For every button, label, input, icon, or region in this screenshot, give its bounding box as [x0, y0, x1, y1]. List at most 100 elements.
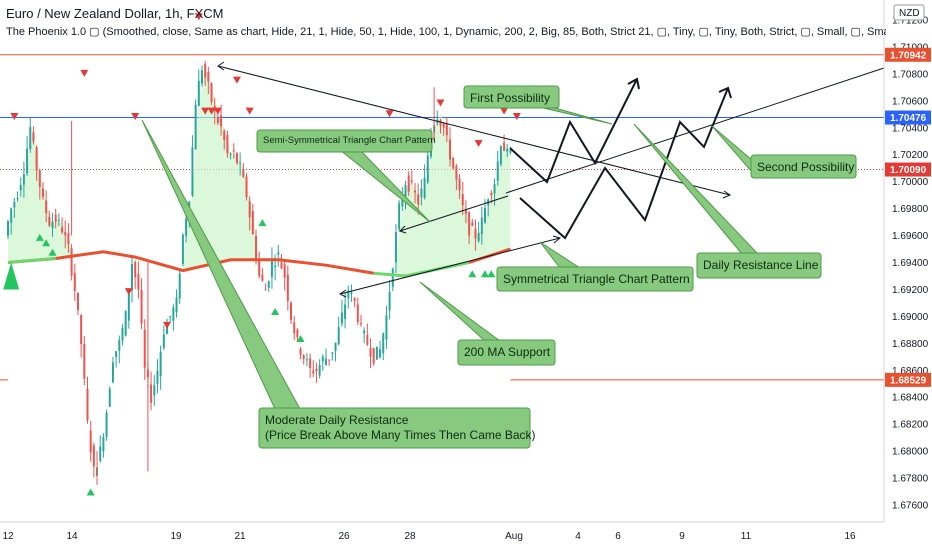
candle	[22, 174, 25, 185]
candle	[143, 329, 146, 368]
candle	[458, 178, 461, 191]
candle	[76, 292, 79, 311]
candle	[185, 218, 188, 236]
semi-triangle-upper-line[interactable]	[217, 65, 731, 196]
candle	[477, 232, 480, 241]
time-tick-label: 9	[679, 531, 685, 542]
sell-signal-marker	[500, 107, 509, 115]
candle	[83, 343, 86, 379]
sell-signal-marker	[436, 99, 445, 107]
candle	[19, 184, 22, 191]
candle	[401, 197, 404, 207]
price-axis[interactable]: 1.712001.710001.708001.706001.704001.702…	[883, 0, 932, 550]
candle	[181, 234, 184, 264]
candle	[207, 72, 210, 82]
time-tick-label: 19	[170, 531, 182, 542]
time-axis-bg	[0, 522, 932, 550]
candle	[331, 352, 334, 354]
sell-signal-marker	[232, 76, 241, 84]
sell-signal-marker	[194, 13, 203, 21]
semi-triangle-lower-line[interactable]	[399, 195, 509, 232]
candle	[245, 176, 248, 198]
candle	[54, 214, 57, 222]
candle	[423, 177, 426, 198]
buy-signal-marker	[487, 270, 496, 278]
candle	[286, 274, 289, 301]
time-axis[interactable]: 12 14 19 21 26 28 Aug 4 6 9 11 16	[0, 521, 932, 550]
arrow-head	[552, 235, 562, 244]
price-line-label-bg	[885, 372, 931, 387]
candle	[398, 203, 401, 230]
price-line-label-bg	[885, 162, 931, 177]
sell-signal-marker	[213, 107, 222, 115]
candle	[223, 130, 226, 141]
annotation-first-possibility-inner	[465, 87, 558, 107]
time-tick-label: 4	[575, 531, 581, 542]
arrow-head	[627, 77, 640, 90]
price-tick-label: 1.69800	[892, 204, 929, 215]
candle	[404, 185, 407, 197]
candle	[417, 194, 420, 205]
annotation-second-possibility-text: Second Possibility	[757, 160, 854, 174]
currency-badge[interactable]	[893, 4, 925, 21]
buy-signal-marker	[35, 233, 44, 241]
candle	[299, 348, 302, 355]
price-tick-label: 1.70800	[892, 69, 929, 80]
candle	[67, 233, 70, 245]
candle	[293, 322, 296, 334]
candle	[150, 384, 153, 403]
buy-signal-marker	[481, 270, 489, 278]
drawings[interactable]	[217, 61, 885, 298]
candle	[305, 359, 308, 361]
candle	[480, 217, 483, 234]
arrow-head	[722, 190, 732, 199]
candle	[7, 221, 9, 236]
price-tick-label: 1.68800	[892, 339, 929, 350]
indicator-legend[interactable]: The Phoenix 1.0 ▢ (Smoothed, close, Same…	[6, 26, 886, 38]
candle	[496, 161, 499, 181]
candle	[99, 446, 102, 461]
candle	[226, 135, 229, 154]
sym-triangle-lower-line[interactable]	[339, 237, 561, 295]
price-tick-label: 1.68000	[892, 447, 929, 458]
first-possibility-path[interactable]	[509, 78, 638, 184]
annotation-moderate-resistance-text: (Price Break Above Many Times Then Came …	[265, 428, 536, 442]
candle	[159, 351, 162, 377]
annotation-first-possibility-text: First Possibility	[470, 91, 550, 105]
candle	[280, 262, 283, 269]
candle	[13, 201, 16, 208]
time-tick-label: 14	[66, 531, 78, 542]
candle	[283, 264, 286, 278]
candle	[325, 358, 327, 365]
candle	[509, 149, 512, 153]
price-tick-label: 1.70400	[892, 123, 929, 134]
candle	[102, 436, 105, 452]
candle	[503, 142, 506, 152]
candle	[162, 334, 165, 348]
candle	[191, 147, 194, 196]
sell-signal-marker	[201, 107, 210, 115]
candle	[439, 120, 442, 126]
annotations[interactable]: Semi-Symmetrical Triangle Chart Pattern F…	[141, 85, 857, 449]
price-line-label-bg	[885, 110, 931, 125]
candle	[239, 162, 242, 164]
price-line-label: 1.70476	[890, 113, 927, 124]
arrow-head	[399, 225, 407, 234]
candle	[337, 327, 340, 345]
ma-line-green	[373, 261, 470, 278]
price-tick-label: 1.67800	[892, 474, 929, 485]
sell-signal-marker	[163, 321, 171, 329]
candle	[235, 153, 238, 164]
candle	[26, 148, 29, 174]
candle	[334, 342, 337, 351]
daily-resistance-line[interactable]	[505, 67, 885, 194]
price-tick-label: 1.69400	[892, 258, 929, 269]
sell-signal-marker	[124, 288, 133, 296]
second-possibility-path[interactable]	[519, 87, 729, 240]
candle	[270, 260, 273, 277]
candle	[178, 273, 181, 299]
candle	[35, 147, 38, 171]
buy-signal-marker	[296, 334, 305, 342]
candle	[140, 290, 143, 324]
